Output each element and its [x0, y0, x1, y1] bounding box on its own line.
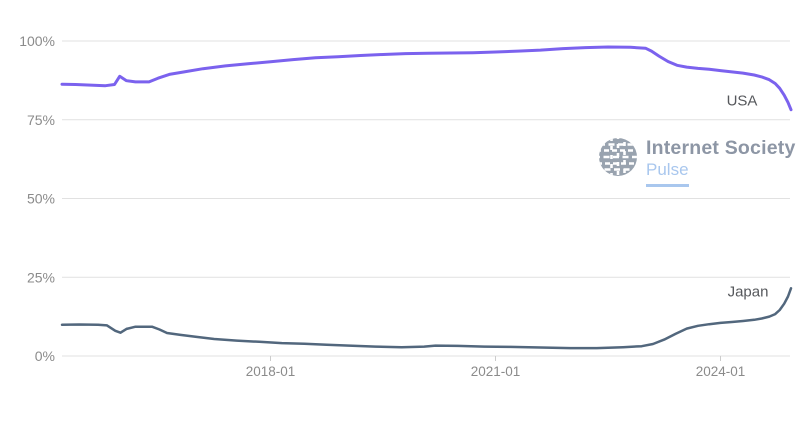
x-tick-label: 2018-01 [246, 364, 296, 379]
y-tick-label: 25% [27, 269, 55, 285]
x-tick-label: 2021-01 [471, 364, 521, 379]
internet-society-pulse-watermark: Internet Society Pulse [599, 138, 796, 187]
internet-society-globe-icon [599, 138, 637, 176]
y-tick-label: 100% [19, 33, 55, 49]
watermark-title: Internet Society [646, 137, 796, 159]
series-line-japan[interactable] [60, 287, 793, 350]
series-label-usa: USA [726, 92, 758, 110]
y-tick-label: 50% [27, 191, 55, 207]
series-line-usa[interactable] [60, 45, 793, 112]
watermark-subtitle: Pulse [646, 160, 689, 187]
watermark-text: Internet Society Pulse [646, 138, 796, 187]
x-tick-label: 2024-01 [696, 364, 746, 379]
y-tick-label: 0% [35, 348, 55, 364]
series-label-japan: Japan [727, 283, 769, 301]
y-tick-label: 75% [27, 112, 55, 128]
